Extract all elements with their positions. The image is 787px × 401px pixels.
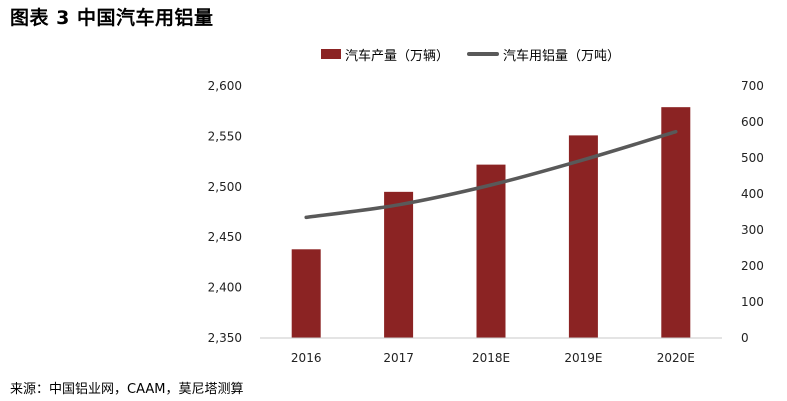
legend-label-production: 汽车产量（万辆） — [345, 48, 450, 64]
x-tick-label: 2018E — [472, 351, 510, 365]
figure-source: 来源：中国铝业网，CAAM，莫尼塔测算 — [10, 382, 244, 397]
legend-item-production: 汽车产量（万辆） — [321, 45, 449, 64]
left-tick-label: 2,350 — [208, 331, 242, 345]
line-series — [304, 129, 678, 220]
bar-2016 — [291, 249, 321, 338]
right-tick-label: 400 — [741, 187, 764, 201]
legend-label-aluminum: 汽车用铝量（万吨） — [503, 48, 621, 64]
left-tick-label: 2,500 — [208, 180, 242, 194]
right-y-axis: 0 100 200 300 400 500 600 700 — [741, 79, 764, 345]
right-tick-label: 700 — [741, 79, 764, 93]
x-tick-label: 2017 — [383, 351, 414, 365]
x-tick-label: 2016 — [291, 351, 322, 365]
right-tick-label: 0 — [741, 331, 749, 345]
right-tick-label: 100 — [741, 295, 764, 309]
x-tick-label: 2020E — [657, 351, 695, 365]
right-tick-label: 200 — [741, 259, 764, 273]
bar-series — [291, 107, 691, 338]
legend-item-aluminum: 汽车用铝量（万吨） — [467, 45, 620, 64]
bar-2019E — [568, 135, 598, 338]
right-tick-label: 500 — [741, 151, 764, 165]
right-tick-label: 600 — [741, 115, 764, 129]
right-tick-label: 300 — [741, 223, 764, 237]
legend-line-swatch — [467, 52, 500, 56]
left-y-axis: 2,350 2,400 2,450 2,500 2,550 2,600 — [208, 79, 242, 345]
x-axis: 2016 2017 2018E 2019E 2020E — [291, 351, 695, 365]
x-tick-label: 2019E — [564, 351, 602, 365]
bar-2020E — [661, 107, 691, 338]
left-tick-label: 2,400 — [208, 281, 242, 295]
bar-2017 — [384, 191, 414, 338]
chart-legend: 汽车产量（万辆） 汽车用铝量（万吨） — [321, 44, 638, 64]
legend-bar-swatch — [321, 49, 341, 59]
figure-title: 图表 3 中国汽车用铝量 — [10, 7, 214, 29]
bar-2018E — [476, 164, 506, 338]
left-tick-label: 2,550 — [208, 129, 242, 143]
left-tick-label: 2,450 — [208, 230, 242, 244]
left-tick-label: 2,600 — [208, 79, 242, 93]
